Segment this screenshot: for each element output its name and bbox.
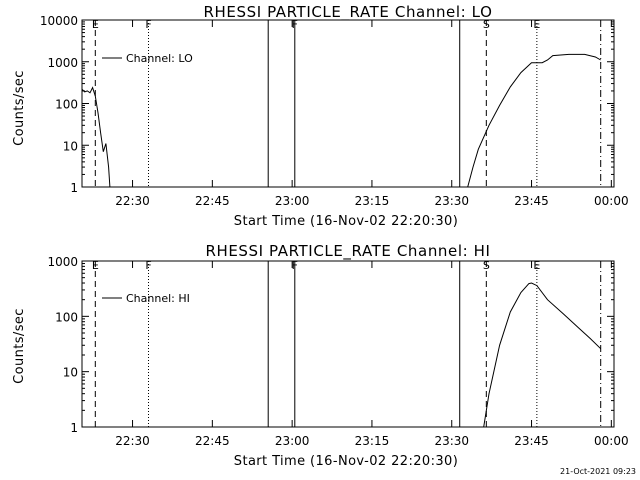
timestamp: 21-Oct-2021 09:23: [560, 467, 636, 476]
x-axis-label: Start Time (16-Nov-02 22:20:30): [234, 214, 458, 229]
x-tick-label: 00:00: [594, 194, 629, 208]
y-tick-label: 1000: [47, 56, 78, 70]
y-tick-label: 1: [70, 421, 78, 435]
x-tick-label: 23:15: [355, 434, 390, 448]
x-tick-label: 22:45: [195, 194, 230, 208]
y-tick-label: 1: [70, 181, 78, 195]
x-tick-label: 23:00: [275, 434, 310, 448]
legend-label: Channel: LO: [126, 52, 193, 65]
x-tick-label: 22:30: [115, 194, 150, 208]
event-marker-label: F: [145, 18, 151, 31]
chart-legend: Channel: LO: [102, 52, 193, 65]
x-tick-label: 23:00: [275, 194, 310, 208]
event-marker-label: E: [533, 18, 540, 31]
event-marker-label: S: [483, 18, 490, 31]
plot-frame: [81, 260, 615, 428]
x-tick-label: 22:30: [115, 434, 150, 448]
x-tick-label: 23:30: [434, 434, 469, 448]
x-tick-label: 23:45: [514, 194, 549, 208]
event-marker-label: E: [92, 259, 99, 272]
series-line: [483, 282, 602, 428]
y-axis-label: Counts/sec: [12, 308, 27, 384]
event-marker-label: F: [292, 18, 298, 31]
chart-title: RHESSI PARTICLE_RATE Channel: HI: [205, 242, 490, 261]
event-marker-label: E: [533, 259, 540, 272]
event-marker-label: F: [145, 259, 151, 272]
x-axis-label: Start Time (16-Nov-02 22:20:30): [234, 454, 458, 469]
y-tick-label: 10: [63, 139, 78, 153]
chart-legend: Channel: HI: [102, 292, 190, 305]
x-tick-label: 00:00: [594, 434, 629, 448]
x-tick-label: 23:45: [514, 434, 549, 448]
chart-title: RHESSI PARTICLE_RATE Channel: LO: [203, 3, 492, 22]
event-marker-label: E: [92, 18, 99, 31]
y-tick-label: 1000: [47, 255, 78, 269]
y-axis-label: Counts/sec: [12, 70, 27, 146]
y-tick-label: 10: [63, 366, 78, 380]
x-tick-label: 23:30: [434, 194, 469, 208]
y-tick-label: 100: [55, 310, 78, 324]
lo-channel-panel: RHESSI PARTICLE_RATE Channel: LO Start T…: [12, 3, 629, 229]
plot-frame: [81, 19, 615, 188]
event-marker-label: S: [483, 259, 490, 272]
event-marker-label: F: [292, 259, 298, 272]
hi-channel-panel: RHESSI PARTICLE_RATE Channel: HI Start T…: [12, 242, 629, 469]
series-line: [467, 53, 601, 188]
x-tick-label: 23:15: [355, 194, 390, 208]
y-tick-label: 10000: [40, 14, 78, 28]
x-tick-label: 22:45: [195, 434, 230, 448]
y-tick-label: 100: [55, 98, 78, 112]
legend-label: Channel: HI: [126, 292, 190, 305]
series-line: [81, 86, 111, 188]
